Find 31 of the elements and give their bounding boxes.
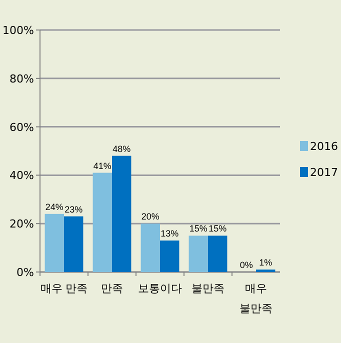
text: 24% — [45, 202, 64, 212]
y-tick-label: 20% — [10, 218, 34, 231]
legend-label: 2016 — [310, 140, 338, 153]
text: 15% — [189, 224, 208, 234]
y-tick-label: 0% — [16, 266, 34, 279]
text: 48% — [112, 144, 131, 154]
bar — [188, 236, 208, 272]
y-tick-label: 100% — [2, 24, 34, 37]
x-tick-label: 매우 만족 — [40, 282, 88, 295]
x-tick-label: 보통이다 — [138, 282, 182, 295]
y-tick-label: 60% — [10, 120, 34, 134]
x-tick-label: 매우 불만족 — [240, 282, 272, 315]
x-tick-label: 만족 — [101, 282, 123, 295]
text: 13% — [160, 228, 179, 239]
text: 20% — [141, 212, 160, 222]
bar — [208, 236, 228, 272]
bar — [64, 216, 84, 272]
text: 1% — [259, 258, 272, 268]
bar — [160, 240, 180, 272]
x-tick-label: 불만족 — [192, 282, 224, 295]
bar — [112, 156, 132, 272]
text: 23% — [64, 204, 83, 214]
bar — [140, 224, 160, 272]
text: 15% — [208, 224, 227, 234]
legend-label: 2017 — [310, 166, 338, 179]
text: 0% — [240, 260, 253, 270]
bar — [44, 214, 64, 272]
text: 41% — [93, 160, 112, 171]
y-tick-label: 40% — [10, 169, 34, 182]
bar — [92, 172, 112, 272]
y-tick-label: 80% — [10, 72, 34, 86]
